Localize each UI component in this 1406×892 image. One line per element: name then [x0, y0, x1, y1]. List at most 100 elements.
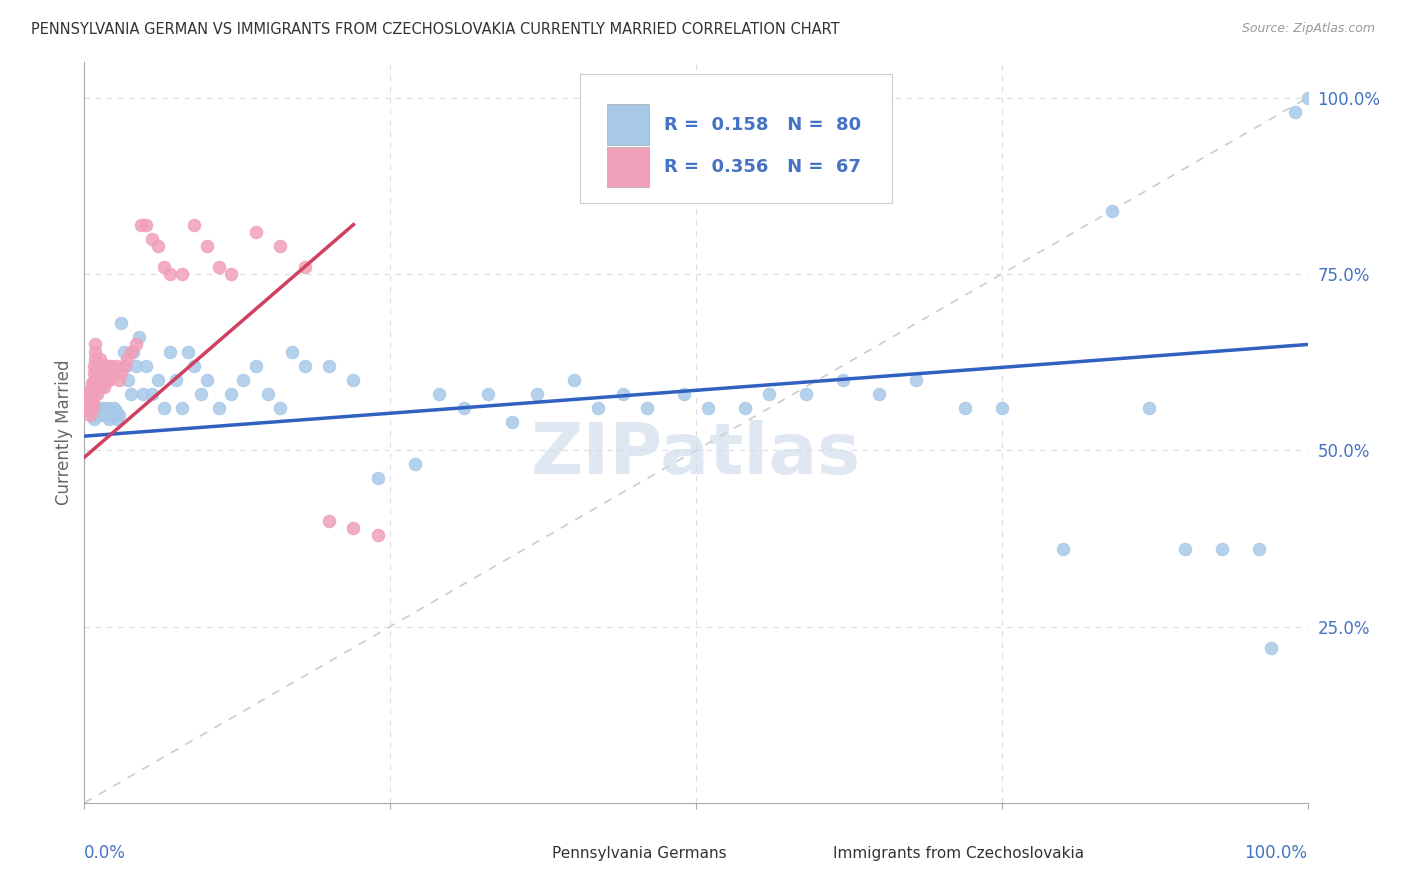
- Point: [82, 401, 104, 415]
- Point: [294, 359, 316, 373]
- Point: [195, 373, 218, 387]
- Point: [758, 387, 780, 401]
- Point: [87, 366, 110, 380]
- Point: [183, 359, 205, 373]
- Point: [104, 408, 127, 422]
- Point: [190, 387, 212, 401]
- Point: [219, 387, 242, 401]
- Point: [89, 408, 111, 422]
- Point: [869, 387, 891, 401]
- Point: [100, 359, 122, 373]
- Point: [105, 359, 128, 373]
- Point: [91, 401, 114, 415]
- Point: [90, 373, 112, 387]
- Text: 100.0%: 100.0%: [1244, 844, 1308, 862]
- Point: [281, 344, 304, 359]
- Point: [80, 397, 103, 411]
- Point: [146, 239, 169, 253]
- Point: [1052, 541, 1074, 556]
- Point: [1211, 541, 1233, 556]
- Point: [84, 337, 107, 351]
- Point: [1174, 541, 1197, 556]
- Point: [125, 359, 148, 373]
- Point: [245, 359, 267, 373]
- Point: [159, 267, 181, 281]
- Point: [367, 471, 389, 485]
- Point: [794, 387, 817, 401]
- Y-axis label: Currently Married: Currently Married: [55, 359, 73, 506]
- Point: [79, 401, 101, 415]
- Point: [953, 401, 976, 415]
- Point: [269, 239, 291, 253]
- Point: [103, 366, 125, 380]
- Point: [97, 359, 120, 373]
- Point: [120, 344, 142, 359]
- Point: [98, 366, 121, 380]
- Point: [87, 366, 110, 380]
- Point: [141, 232, 163, 246]
- Point: [100, 408, 122, 422]
- Point: [117, 373, 139, 387]
- Point: [404, 458, 426, 472]
- Point: [77, 387, 100, 401]
- Point: [1284, 104, 1306, 119]
- Point: [91, 359, 114, 373]
- Point: [195, 239, 218, 253]
- Point: [80, 376, 103, 391]
- FancyBboxPatch shape: [579, 73, 891, 203]
- Point: [477, 387, 499, 401]
- Point: [122, 344, 145, 359]
- Point: [219, 267, 242, 281]
- Point: [502, 415, 524, 429]
- Point: [82, 393, 104, 408]
- Point: [159, 344, 181, 359]
- Point: [86, 380, 108, 394]
- Point: [101, 404, 124, 418]
- Point: [141, 387, 163, 401]
- Point: [79, 408, 101, 422]
- Point: [342, 373, 364, 387]
- Point: [84, 351, 107, 366]
- Point: [82, 387, 104, 401]
- Point: [526, 387, 548, 401]
- Point: [905, 373, 928, 387]
- Point: [94, 359, 117, 373]
- Point: [87, 359, 110, 373]
- Point: [77, 401, 100, 415]
- Text: 0.0%: 0.0%: [84, 844, 127, 862]
- Point: [991, 401, 1014, 415]
- Point: [245, 225, 267, 239]
- Point: [112, 359, 135, 373]
- Point: [318, 359, 340, 373]
- Point: [120, 387, 142, 401]
- Point: [96, 404, 118, 418]
- Point: [79, 404, 101, 418]
- Text: Source: ZipAtlas.com: Source: ZipAtlas.com: [1241, 22, 1375, 36]
- Point: [734, 401, 756, 415]
- Text: R =  0.356   N =  67: R = 0.356 N = 67: [664, 158, 860, 176]
- Text: Immigrants from Czechoslovakia: Immigrants from Czechoslovakia: [832, 847, 1084, 862]
- Point: [1260, 640, 1282, 655]
- Point: [165, 373, 187, 387]
- Point: [91, 366, 114, 380]
- Point: [562, 373, 585, 387]
- Point: [177, 344, 200, 359]
- Bar: [606, 146, 650, 187]
- Point: [110, 366, 132, 380]
- Point: [129, 218, 152, 232]
- Point: [831, 373, 853, 387]
- Point: [208, 401, 231, 415]
- Text: R =  0.158   N =  80: R = 0.158 N = 80: [664, 116, 862, 134]
- Point: [96, 373, 118, 387]
- Point: [86, 401, 108, 415]
- Point: [367, 528, 389, 542]
- Text: ZIPatlas: ZIPatlas: [531, 420, 860, 490]
- Point: [1137, 401, 1160, 415]
- Point: [87, 373, 110, 387]
- Point: [80, 390, 103, 404]
- Bar: [519, 834, 546, 860]
- Point: [83, 411, 105, 425]
- Point: [636, 401, 658, 415]
- Point: [146, 373, 169, 387]
- Point: [135, 359, 157, 373]
